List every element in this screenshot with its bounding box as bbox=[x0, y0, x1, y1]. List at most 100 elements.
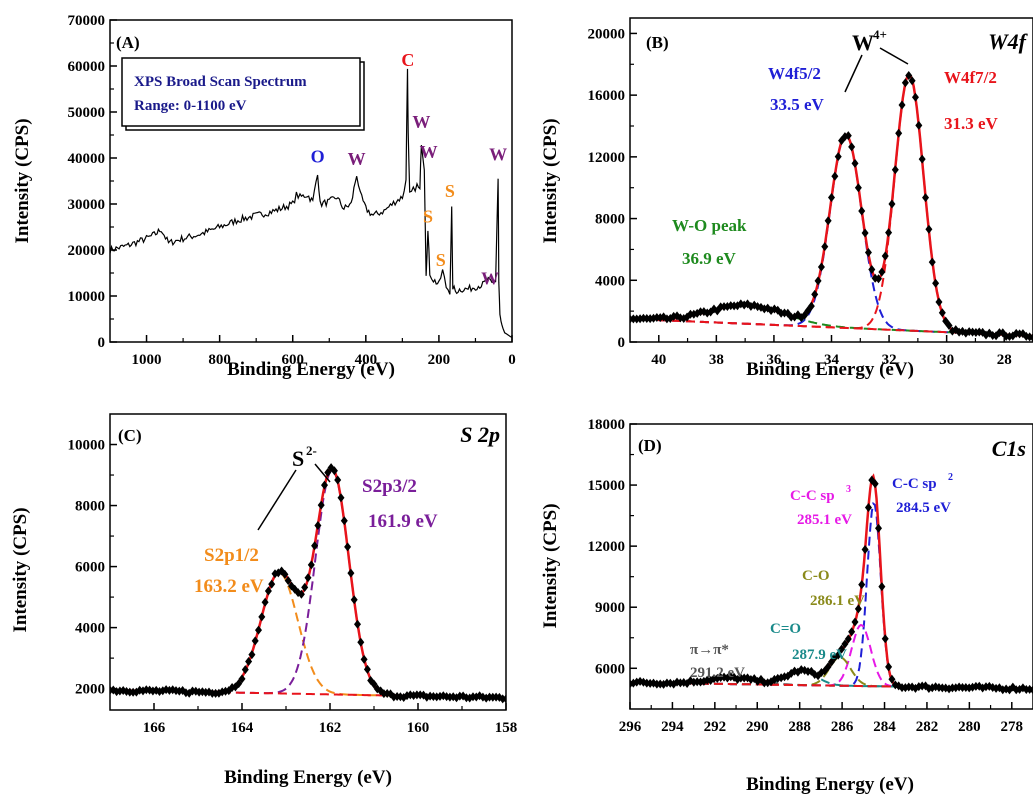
x-tick-label: 288 bbox=[788, 719, 811, 735]
data-point bbox=[1029, 333, 1033, 342]
annotation-s2p12-value: 163.2 eV bbox=[194, 576, 264, 597]
data-point bbox=[354, 619, 361, 629]
data-point bbox=[871, 479, 879, 489]
peak-label-o: O bbox=[311, 147, 325, 167]
panel-c-ylabel: Intensity (CPS) bbox=[10, 507, 31, 632]
annotation-w4plus-sup: 4+ bbox=[873, 27, 887, 42]
data-point bbox=[844, 634, 852, 644]
peak-label-w: W bbox=[348, 149, 366, 169]
x-tick-label: 294 bbox=[661, 719, 684, 735]
annotation-w-o-peak: W-O peak bbox=[672, 216, 747, 235]
y-tick-label: 10000 bbox=[68, 438, 106, 454]
annotation-s2p12: S2p1/2 bbox=[204, 545, 259, 566]
data-point bbox=[885, 662, 893, 672]
peak-label-s: S bbox=[445, 181, 455, 201]
annotation-w-o-value: 36.9 eV bbox=[682, 249, 737, 268]
data-point bbox=[858, 206, 866, 216]
panel-a-xlabel: Binding Energy (eV) bbox=[227, 359, 395, 380]
data-point bbox=[885, 228, 893, 238]
data-point bbox=[925, 224, 933, 234]
data-point bbox=[324, 467, 332, 477]
data-point bbox=[297, 589, 305, 599]
x-tick-label: 36 bbox=[766, 352, 782, 368]
pointer-line bbox=[879, 47, 909, 65]
data-point bbox=[314, 521, 322, 531]
y-tick-label: 16000 bbox=[588, 88, 626, 104]
data-point bbox=[268, 579, 276, 589]
y-tick-label: 30000 bbox=[68, 197, 106, 213]
annotation-s2minus: S bbox=[292, 446, 304, 471]
x-tick-label: 800 bbox=[208, 352, 231, 368]
data-point bbox=[1019, 329, 1027, 339]
data-point bbox=[321, 480, 328, 490]
panel-c-s2p: S2p1/2 163.2 eV S2p3/2 161.9 eV S 2- (C) S 2p… bbox=[10, 413, 517, 788]
panel-d-c1s: C-C sp 3 285.1 eV C-C sp 2 284.5 eV C-O 286.1 e… bbox=[540, 417, 1033, 795]
data-point bbox=[881, 634, 889, 644]
annotation-w4f52-value: 33.5 eV bbox=[770, 95, 825, 114]
data-point bbox=[895, 128, 903, 138]
data-point bbox=[851, 617, 859, 627]
annotation-value: 286.1 eV bbox=[810, 593, 865, 609]
data-point bbox=[844, 131, 852, 141]
x-tick-label: 290 bbox=[746, 719, 769, 735]
data-point bbox=[875, 523, 883, 533]
data-point bbox=[258, 612, 266, 622]
y-tick-label: 0 bbox=[98, 335, 106, 351]
data-point bbox=[841, 639, 849, 649]
x-tick-label: 30 bbox=[939, 352, 954, 368]
y-tick-label: 18000 bbox=[588, 417, 626, 433]
data-point bbox=[828, 657, 835, 667]
data-point bbox=[311, 541, 319, 551]
info-box-line-1: XPS Broad Scan Spectrum bbox=[134, 74, 307, 90]
data-point bbox=[807, 301, 815, 311]
component-s2p1-2 bbox=[110, 571, 506, 699]
y-tick-label: 8000 bbox=[75, 499, 105, 515]
peak-label-c: C bbox=[401, 50, 414, 70]
y-tick-label: 20000 bbox=[588, 26, 626, 42]
data-point bbox=[888, 199, 896, 209]
data-point bbox=[502, 694, 506, 704]
data-point bbox=[245, 656, 253, 666]
y-tick-label: 6000 bbox=[595, 661, 625, 677]
panel-d-ylabel: Intensity (CPS) bbox=[540, 503, 561, 628]
y-tick-label: 12000 bbox=[588, 150, 626, 166]
x-tick-label: 38 bbox=[709, 352, 724, 368]
y-tick-label: 10000 bbox=[68, 289, 106, 305]
data-point bbox=[928, 257, 936, 267]
data-point bbox=[317, 500, 325, 510]
data-point bbox=[360, 654, 368, 664]
data-point bbox=[915, 120, 923, 130]
y-tick-label: 12000 bbox=[588, 539, 626, 555]
data-point bbox=[868, 264, 876, 274]
data-point bbox=[337, 493, 345, 503]
data-point bbox=[848, 627, 856, 637]
data-point bbox=[821, 242, 829, 252]
survey-spectrum-line bbox=[110, 68, 512, 338]
data-point bbox=[881, 251, 889, 261]
data-point bbox=[908, 76, 916, 86]
x-tick-label: 282 bbox=[916, 719, 939, 735]
info-box: XPS Broad Scan Spectrum Range: 0-1100 eV bbox=[121, 57, 365, 131]
x-tick-label: 600 bbox=[281, 352, 304, 368]
data-point bbox=[838, 644, 846, 654]
data-point bbox=[344, 542, 352, 552]
data-point bbox=[918, 154, 926, 164]
panel-b-w4f: W4f5/2 33.5 eV W4f7/2 31.3 eV W-O peak 36.9 e… bbox=[540, 17, 1033, 380]
data-point bbox=[891, 165, 899, 175]
annotation-w4plus: W bbox=[852, 30, 874, 55]
data-point bbox=[817, 262, 825, 272]
panel-c-xlabel: Binding Energy (eV) bbox=[224, 767, 392, 788]
y-tick-label: 70000 bbox=[68, 13, 106, 29]
data-point bbox=[831, 171, 839, 181]
peak-label-w: W bbox=[489, 144, 507, 164]
data-point bbox=[834, 650, 842, 660]
data-point bbox=[347, 568, 355, 578]
x-tick-label: 164 bbox=[231, 720, 254, 736]
component-s2p3-2 bbox=[110, 469, 506, 699]
data-point bbox=[630, 678, 637, 688]
x-tick-label: 28 bbox=[997, 352, 1012, 368]
panel-c-label: (C) bbox=[118, 426, 142, 445]
x-tick-label: 1000 bbox=[132, 352, 162, 368]
y-tick-label: 50000 bbox=[68, 105, 106, 121]
data-point bbox=[854, 183, 862, 193]
